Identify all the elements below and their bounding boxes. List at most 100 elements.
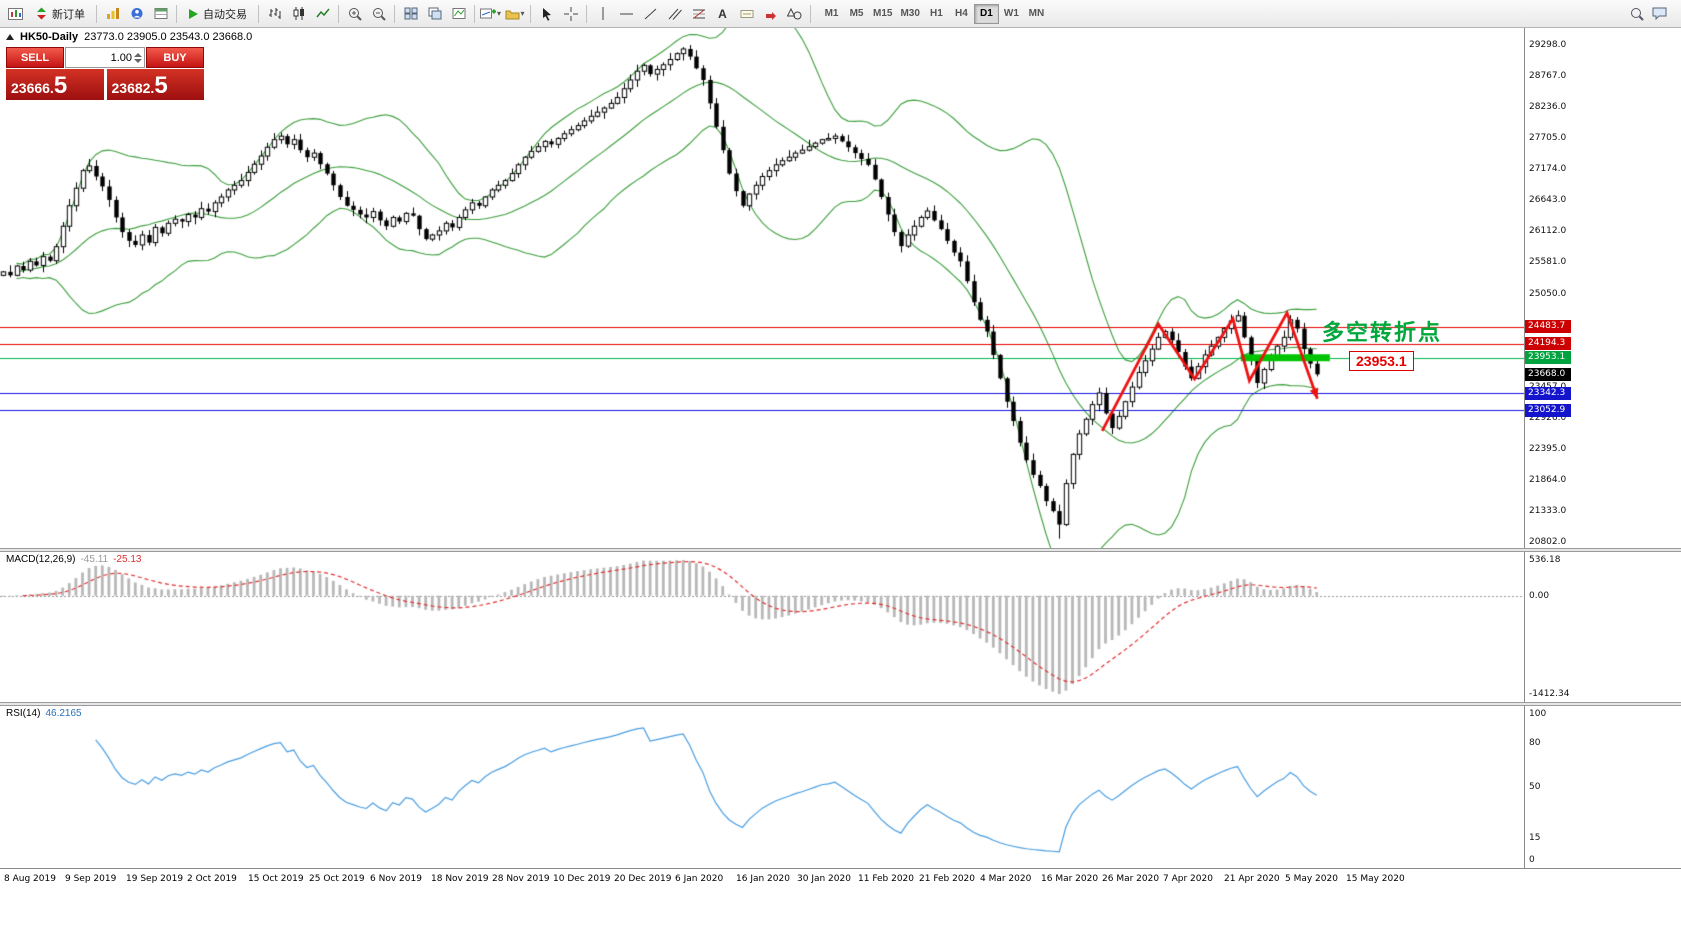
autotrading-label: 自动交易 xyxy=(203,8,247,21)
buy-button[interactable]: BUY xyxy=(146,47,204,68)
price-axis-label: 26112.0 xyxy=(1529,226,1567,237)
price-axis-label: 22926.0 xyxy=(1529,412,1567,423)
symbol-info-line: HK50-Daily 23773.0 23905.0 23543.0 23668… xyxy=(6,31,252,43)
horizontal-line-tool-icon[interactable] xyxy=(615,3,638,25)
date-axis-label: 16 Jan 2020 xyxy=(736,874,790,884)
date-axis-label: 6 Jan 2020 xyxy=(675,874,724,884)
tile-windows-icon[interactable] xyxy=(399,3,422,25)
macd-axis[interactable]: 536.18 0.00 -1412.34 xyxy=(1524,552,1681,702)
rsi-label: RSI(14) 46.2165 xyxy=(6,708,82,719)
zoom-in-icon[interactable] xyxy=(343,3,366,25)
price-axis-label: 29298.0 xyxy=(1529,40,1567,50)
rsi-axis-label: 100 xyxy=(1529,709,1547,719)
timeframe-h1[interactable]: H1 xyxy=(930,8,943,19)
level-price-annotation: 23953.1 xyxy=(1349,351,1414,371)
vertical-line-tool-icon[interactable] xyxy=(591,3,614,25)
autotrading-button[interactable]: 自动交易 xyxy=(181,3,254,25)
timeframe-m15[interactable]: M15 xyxy=(873,8,893,19)
profiles-icon[interactable]: ▾ xyxy=(503,3,526,25)
buy-price-box[interactable]: 23682. 5 xyxy=(106,69,204,100)
date-axis-label: 21 Feb 2020 xyxy=(919,874,976,884)
timeframe-w1[interactable]: W1 xyxy=(1003,8,1019,19)
date-axis-label: 28 Nov 2019 xyxy=(492,874,550,884)
market-watch-icon[interactable] xyxy=(101,3,124,25)
timeframe-d1[interactable]: D1 xyxy=(973,3,999,24)
timeframe-m1[interactable]: M1 xyxy=(824,8,839,19)
price-tag: 23052.9 xyxy=(1525,403,1571,417)
navigator-icon[interactable] xyxy=(125,3,148,25)
macd-panel: MACD(12,26,9) -45.11 -25.13 536.18 0.00 -141… xyxy=(0,552,1681,702)
bar-chart-type-icon[interactable] xyxy=(263,3,286,25)
label-tool-icon[interactable] xyxy=(735,3,758,25)
macd-name: MACD(12,26,9) xyxy=(6,554,76,565)
price-tag: 23953.1 xyxy=(1525,351,1571,365)
shapes-tool-icon[interactable] xyxy=(783,3,806,25)
price-tag: 24483.7 xyxy=(1525,320,1571,334)
channel-tool-icon[interactable] xyxy=(663,3,686,25)
toolbar-separator xyxy=(258,4,259,23)
symbol-name: HK50-Daily xyxy=(20,31,79,43)
rsi-axis-label: 50 xyxy=(1529,782,1541,792)
crosshair-icon[interactable] xyxy=(559,3,582,25)
price-axis-label: 23457.0 xyxy=(1529,382,1566,392)
date-axis-label: 30 Jan 2020 xyxy=(797,874,851,884)
macd-axis-label: 0.00 xyxy=(1529,590,1550,601)
volume-input[interactable] xyxy=(82,51,132,64)
volume-field[interactable] xyxy=(65,47,145,68)
date-axis-label: 15 Oct 2019 xyxy=(248,874,304,884)
line-chart-type-icon[interactable] xyxy=(311,3,334,25)
new-order-icon xyxy=(37,7,46,20)
buy-price-big-digit: 5 xyxy=(154,72,168,99)
volume-up-icon[interactable] xyxy=(134,52,142,57)
timeframe-m5[interactable]: M5 xyxy=(849,8,864,19)
volume-stepper[interactable] xyxy=(134,52,142,63)
panel-separator[interactable] xyxy=(0,702,1681,706)
text-tool-icon[interactable]: A xyxy=(711,3,734,25)
search-icon[interactable] xyxy=(1625,3,1648,25)
price-axis-label: 25581.0 xyxy=(1529,257,1567,268)
chart-window-icon[interactable] xyxy=(4,3,27,25)
price-tag: 24194.3 xyxy=(1525,337,1571,351)
bottom-strip xyxy=(0,889,1681,948)
cascade-windows-icon[interactable] xyxy=(423,3,446,25)
candlestick-chart-type-icon[interactable] xyxy=(287,3,310,25)
collapse-trade-panel-icon[interactable] xyxy=(6,34,14,40)
date-axis-label: 5 May 2020 xyxy=(1285,874,1338,884)
cursor-icon[interactable] xyxy=(535,3,558,25)
arrow-stamp-tool-icon[interactable] xyxy=(759,3,782,25)
toolbar-separator xyxy=(474,4,475,23)
zoom-out-icon[interactable] xyxy=(367,3,390,25)
text-tool-glyph: A xyxy=(718,6,727,21)
turning-point-annotation: 多空转折点 xyxy=(1322,320,1443,345)
rsi-canvas[interactable] xyxy=(0,706,1524,868)
sell-button[interactable]: SELL xyxy=(6,47,64,68)
volume-down-icon[interactable] xyxy=(134,58,142,63)
macd-canvas[interactable] xyxy=(0,552,1524,702)
indicators-list-icon[interactable] xyxy=(447,3,470,25)
panel-separator[interactable] xyxy=(0,548,1681,552)
timeframe-m30[interactable]: M30 xyxy=(900,8,920,19)
rsi-axis[interactable]: 100 80 50 15 0 xyxy=(1524,706,1681,868)
main-chart-canvas[interactable] xyxy=(0,28,1524,548)
price-axis-label: 27705.0 xyxy=(1529,133,1567,144)
toolbar-separator xyxy=(176,4,177,23)
timeframe-mn[interactable]: MN xyxy=(1028,8,1045,19)
trendline-tool-icon[interactable] xyxy=(639,3,662,25)
chat-icon[interactable] xyxy=(1648,3,1671,25)
date-axis-label: 20 Dec 2019 xyxy=(614,874,672,884)
sell-price-big-digit: 5 xyxy=(53,72,68,99)
toolbar-separator xyxy=(586,4,588,23)
new-chart-icon[interactable]: ▾ xyxy=(479,3,502,25)
price-axis[interactable]: 29298.0 28767.0 28236.0 27705.0 27174.0 26643… xyxy=(1524,28,1681,548)
toolbar-separator xyxy=(96,4,97,23)
date-axis-label: 19 Sep 2019 xyxy=(126,874,184,884)
fibonacci-tool-icon[interactable] xyxy=(687,3,710,25)
terminal-icon[interactable] xyxy=(149,3,172,25)
date-axis[interactable]: 8 Aug 2019 9 Sep 2019 19 Sep 2019 2 Oct 201… xyxy=(0,868,1681,888)
rsi-value: 46.2165 xyxy=(45,708,82,719)
sell-price-box[interactable]: 23666. 5 xyxy=(6,69,104,100)
timeframe-h4[interactable]: H4 xyxy=(955,8,968,19)
rsi-axis-label: 80 xyxy=(1529,738,1541,749)
sell-price: 23666. xyxy=(11,80,54,96)
new-order-button[interactable]: 新订单 xyxy=(28,3,92,25)
